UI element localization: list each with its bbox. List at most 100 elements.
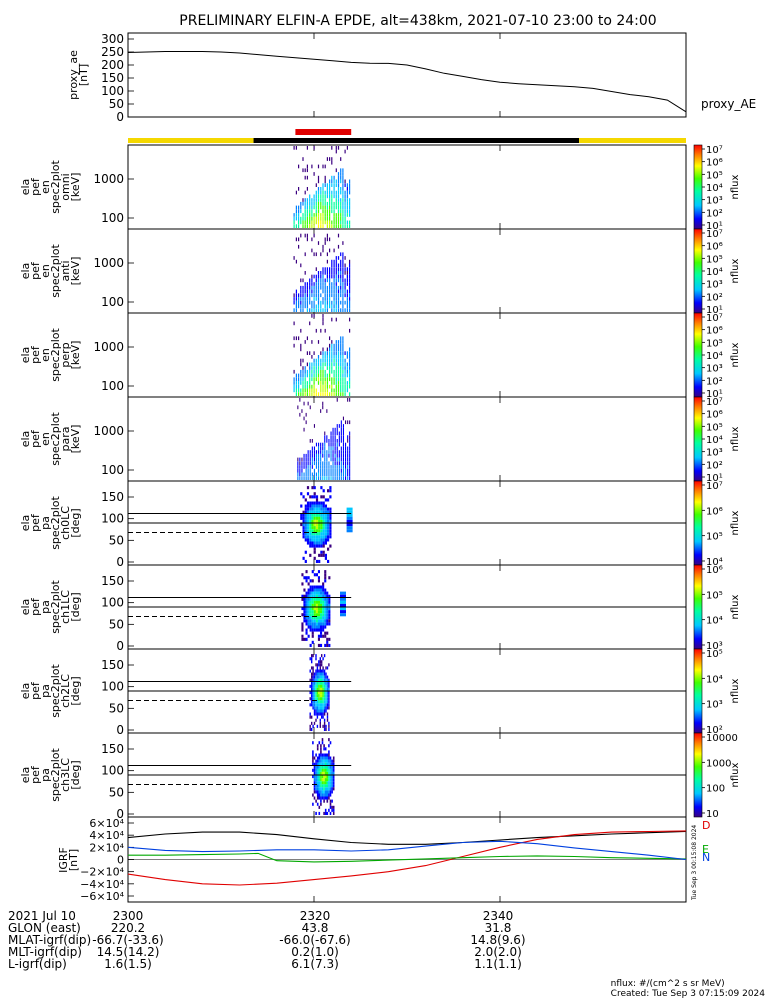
pa-spec-cell — [328, 775, 330, 779]
pa-spec-cell — [324, 529, 327, 533]
pa-spec-cell — [313, 703, 316, 707]
pa-spec-cell — [318, 672, 320, 676]
pa-spec-cell — [329, 781, 332, 785]
igrf-series-D — [127, 830, 687, 886]
energy-spec-cell — [329, 194, 331, 199]
energy-spec-cell — [337, 373, 340, 378]
pa-spec-cell — [332, 759, 335, 763]
pa-spec-cell — [309, 507, 312, 511]
energy-spec-cell — [297, 457, 299, 462]
pa-spec-cell — [326, 594, 329, 598]
pa-spec-cell — [300, 492, 303, 496]
pa-spec-cell — [311, 591, 314, 595]
energy-spec-cell — [333, 267, 335, 271]
footer-row-value: 31.8 — [484, 921, 512, 935]
energy-spec-cell — [340, 351, 342, 355]
energy-spec-cell — [330, 435, 332, 439]
energy-spec-cell — [295, 289, 297, 294]
pa-spec-cell — [320, 762, 322, 766]
energy-spec-cell — [326, 366, 328, 370]
energy-spec-cell — [324, 362, 326, 367]
energy-spec-cell — [311, 362, 313, 367]
energy-spec-cell — [346, 209, 348, 214]
energy-spec-cell — [349, 209, 351, 214]
ylabel-line: pef — [29, 177, 42, 196]
pa-spec-cell — [312, 706, 314, 710]
energy-spec-cell — [324, 241, 326, 245]
energy-spec-cell — [322, 405, 324, 410]
energy-spec-cell — [322, 213, 324, 217]
energy-spec-cell — [344, 308, 346, 312]
pa-spec-cell — [306, 510, 310, 514]
pa-spec-cell — [304, 550, 307, 554]
pa-spec-cell — [315, 781, 317, 785]
colorbar-label: nflux — [730, 174, 741, 199]
energy-spec-cell — [317, 362, 320, 367]
energy-spec-cell — [340, 172, 342, 176]
energy-spec-cell — [313, 220, 315, 225]
energy-spec-cell — [309, 220, 311, 225]
energy-spec-cell — [344, 190, 346, 195]
pa-spec-cell — [313, 781, 316, 785]
energy-spec-cell — [311, 453, 313, 458]
pa-spec-cell — [320, 622, 323, 626]
pa-spec-cell — [304, 535, 307, 539]
energy-spec-cell — [331, 146, 333, 150]
energy-spec-cell — [317, 308, 320, 312]
energy-spec-cell — [326, 457, 328, 462]
pa-spec-cell — [306, 519, 310, 523]
pa-spec-cell — [318, 768, 321, 772]
pa-colorbar-title: nflux — [730, 594, 741, 619]
pa-spec-cell — [313, 613, 316, 617]
energy-spec-cell — [337, 377, 340, 382]
pa-spec-cell — [317, 579, 320, 583]
pa-spec-cell — [320, 790, 322, 794]
energy-spec-cell — [344, 198, 346, 202]
energy-spec-cell — [315, 461, 317, 466]
energy-spec-cell — [347, 465, 349, 469]
energy-spec-cell — [329, 274, 331, 279]
pa-spec-cell — [318, 501, 321, 505]
pa-spec-cell — [312, 741, 314, 745]
energy-spec-cell — [298, 373, 300, 378]
energy-spec-cell — [344, 267, 346, 271]
pa-spec-cell — [309, 553, 312, 557]
energy-spec-cell — [349, 289, 351, 294]
energy-spec-cell — [342, 366, 344, 370]
energy-spec-cell — [324, 198, 326, 202]
energy-spec-cell — [344, 366, 346, 370]
pa-spec-cell — [323, 687, 326, 691]
energy-spec-cell — [315, 457, 317, 462]
energy-spec-cell — [320, 453, 322, 458]
energy-spec-cell — [302, 213, 304, 217]
pa-spec-cell — [328, 622, 331, 626]
energy-spec-cell — [342, 472, 344, 477]
energy-spec-cell — [311, 314, 313, 318]
pa-spec-cell — [306, 526, 310, 530]
pa-spec-cell — [315, 600, 318, 604]
pa-spec-cell — [304, 526, 307, 530]
energy-spec-cell — [333, 343, 335, 348]
energy-spec-cell — [349, 435, 351, 439]
energy-spec-cell — [345, 465, 347, 469]
pa-spec-cell — [329, 756, 332, 760]
energy-spec-cell — [313, 472, 315, 477]
energy-spec-cell — [317, 355, 320, 359]
energy-spec-cell — [298, 381, 300, 385]
pa-spec-cell — [318, 771, 321, 775]
energy-spec-cell — [315, 392, 317, 396]
energy-spec-cell — [300, 308, 302, 312]
pa-spec-cell — [316, 706, 319, 710]
energy-spec-cell — [342, 439, 344, 443]
energy-spec-cell — [349, 183, 351, 187]
energy-colorbar-tick-label: 10¹ — [706, 473, 723, 484]
energy-spec-cell — [349, 263, 351, 268]
energy-colorbar-tick-label: 10¹ — [706, 389, 723, 400]
energy-spec-cell — [326, 435, 328, 439]
pa-spec-cell — [326, 675, 329, 679]
pa-spec-cell — [322, 634, 325, 638]
pa-spec-cell — [328, 616, 331, 620]
energy-spec-cell — [337, 340, 340, 344]
pa-spec-cell — [311, 532, 314, 536]
energy-spec-cell — [300, 304, 302, 309]
